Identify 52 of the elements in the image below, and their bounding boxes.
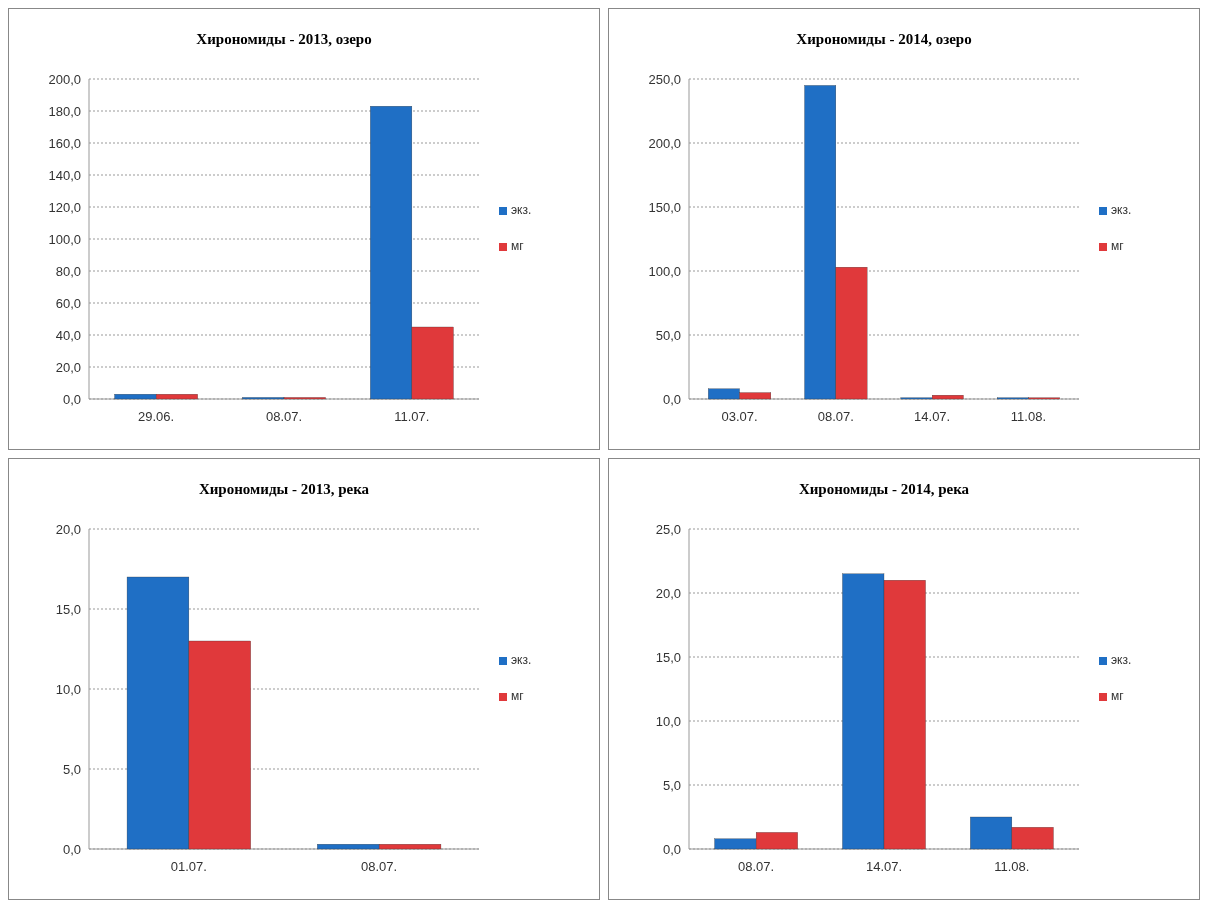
- y-tick-label: 0,0: [62, 841, 81, 857]
- legend-label: мг: [1111, 689, 1125, 703]
- y-tick-label: 180,0: [48, 103, 81, 119]
- y-tick-label: 0,0: [662, 391, 681, 407]
- y-tick-label: 0,0: [662, 841, 681, 857]
- x-tick-label: 03.07.: [721, 409, 758, 424]
- y-tick-label: 15,0: [55, 601, 81, 617]
- y-tick-label: 10,0: [55, 681, 81, 697]
- x-tick-label: 29.06.: [138, 409, 175, 424]
- y-tick-label: 20,0: [655, 585, 681, 601]
- x-tick-label: 08.07.: [361, 859, 398, 874]
- y-tick-label: 200,0: [48, 71, 81, 87]
- x-tick-label: 11.08.: [1010, 409, 1047, 424]
- y-tick-label: 160,0: [48, 135, 81, 151]
- y-tick-label: 40,0: [55, 327, 81, 343]
- y-tick-label: 250,0: [648, 71, 681, 87]
- x-tick-label: 11.08.: [994, 859, 1030, 874]
- y-tick-label: 200,0: [648, 135, 681, 151]
- legend-label: мг: [1111, 239, 1125, 253]
- legend-label: экз.: [1111, 653, 1132, 667]
- y-tick-label: 20,0: [55, 359, 81, 375]
- x-tick-label: 08.07.: [738, 859, 775, 874]
- chart-title: Хирономиды - 2014, река: [798, 481, 970, 497]
- y-tick-label: 140,0: [48, 167, 81, 183]
- x-tick-label: 11.07.: [394, 409, 430, 424]
- x-tick-label: 14.07.: [914, 409, 951, 424]
- legend-label: мг: [511, 239, 525, 253]
- chart-title: Хирономиды - 2013, озеро: [196, 31, 372, 47]
- y-tick-label: 10,0: [655, 713, 681, 729]
- x-tick-label: 08.07.: [265, 409, 303, 424]
- y-tick-label: 0,0: [62, 391, 81, 407]
- legend-label: экз.: [511, 653, 532, 667]
- y-tick-label: 25,0: [655, 521, 681, 537]
- chart-title: Хирономиды - 2013, река: [198, 481, 370, 497]
- y-tick-label: 5,0: [662, 777, 681, 793]
- y-tick-label: 50,0: [655, 327, 681, 343]
- y-tick-label: 150,0: [648, 199, 681, 215]
- legend-label: мг: [511, 689, 525, 703]
- y-tick-label: 20,0: [55, 521, 81, 537]
- y-tick-label: 100,0: [48, 231, 81, 247]
- y-tick-label: 15,0: [655, 649, 681, 665]
- y-tick-label: 100,0: [648, 263, 681, 279]
- y-tick-label: 80,0: [55, 263, 81, 279]
- x-tick-label: 01.07.: [170, 859, 207, 874]
- x-tick-label: 08.07.: [817, 409, 854, 424]
- legend-label: экз.: [1111, 203, 1132, 217]
- legend-label: экз.: [511, 203, 532, 217]
- y-tick-label: 60,0: [55, 295, 81, 311]
- y-tick-label: 5,0: [62, 761, 81, 777]
- chart-title: Хирономиды - 2014, озеро: [796, 31, 972, 47]
- x-tick-label: 14.07.: [865, 859, 903, 874]
- y-tick-label: 120,0: [48, 199, 81, 215]
